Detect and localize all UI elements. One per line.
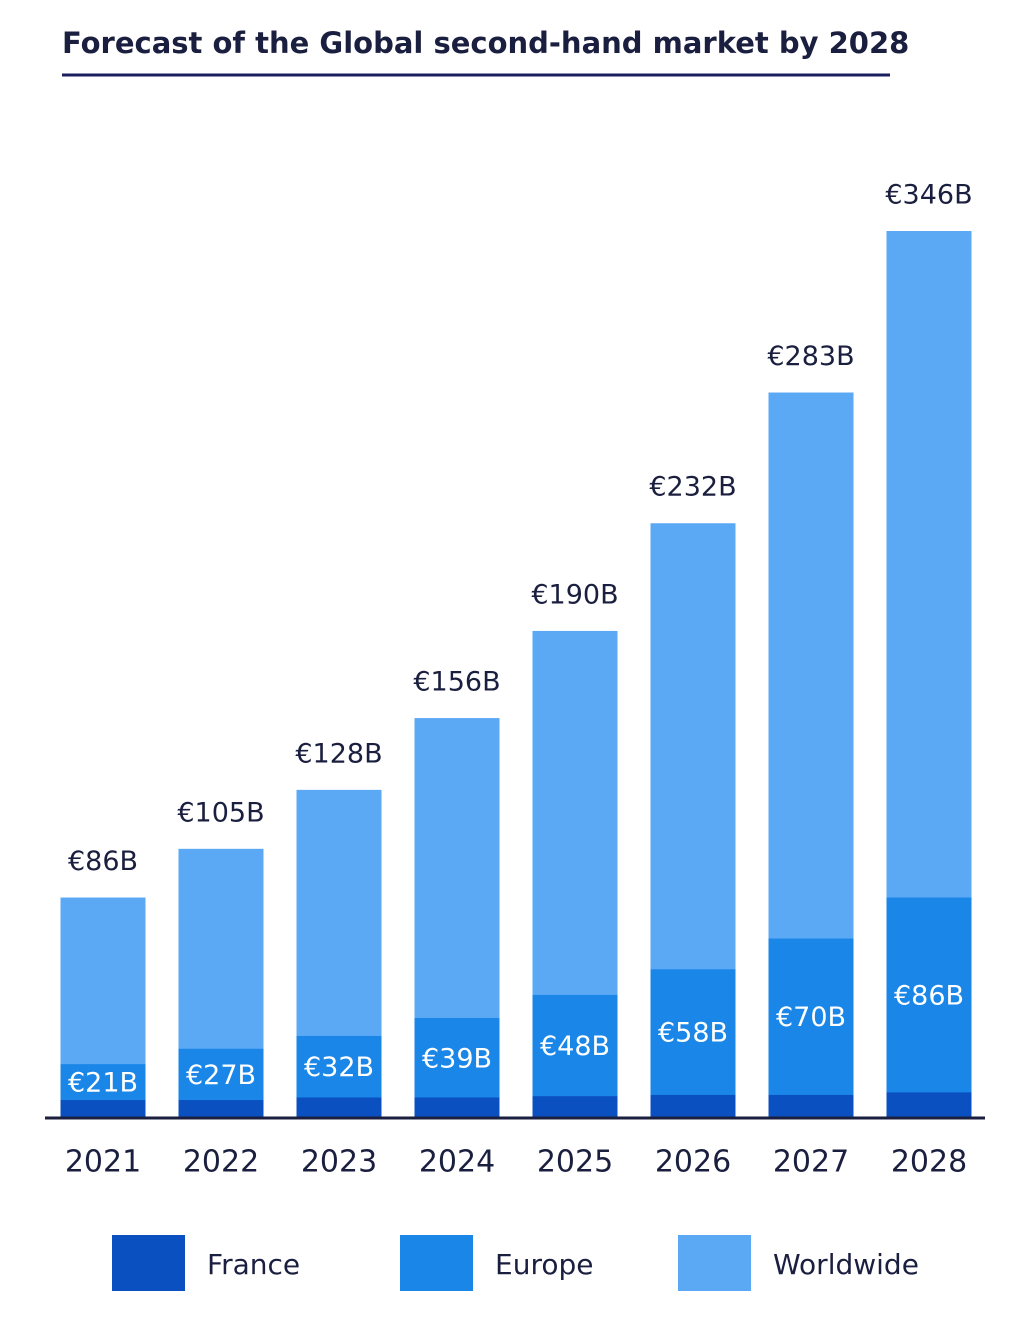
total-label: €105B <box>177 797 264 828</box>
x-tick-label: 2022 <box>183 1145 259 1180</box>
europe-label: €48B <box>540 1031 610 1062</box>
total-label: €156B <box>413 667 500 698</box>
bar <box>768 938 854 1118</box>
x-tick-label: 2024 <box>419 1145 495 1180</box>
x-tick-label: 2023 <box>301 1145 377 1180</box>
bar <box>178 1100 264 1118</box>
bar <box>650 969 736 1118</box>
bar <box>886 897 972 1118</box>
total-label: €283B <box>767 341 854 372</box>
legend-swatch <box>400 1235 473 1291</box>
europe-label: €27B <box>186 1060 256 1091</box>
x-tick-label: 2026 <box>655 1145 731 1180</box>
bar <box>532 1096 618 1118</box>
x-tick-label: 2025 <box>537 1145 613 1180</box>
legend-swatch <box>678 1235 751 1291</box>
legend-label: France <box>207 1248 300 1281</box>
bar <box>296 1097 382 1118</box>
total-label: €190B <box>531 579 618 610</box>
europe-label: €32B <box>304 1052 374 1083</box>
europe-label: €58B <box>658 1018 728 1049</box>
europe-label: €21B <box>68 1068 138 1099</box>
europe-label: €70B <box>776 1002 846 1033</box>
europe-label: €39B <box>422 1043 492 1074</box>
x-tick-label: 2021 <box>65 1145 141 1180</box>
bar <box>60 1100 146 1118</box>
europe-label: €86B <box>894 980 964 1011</box>
x-tick-label: 2027 <box>773 1145 849 1180</box>
total-label: €128B <box>295 738 382 769</box>
bar <box>768 1094 854 1118</box>
total-label: €86B <box>68 846 138 877</box>
bar <box>414 1097 500 1118</box>
chart-title: Forecast of the Global second-hand marke… <box>62 26 909 60</box>
total-label: €346B <box>885 180 972 211</box>
legend-label: Europe <box>495 1248 593 1281</box>
bar <box>650 1094 736 1118</box>
x-tick-label: 2028 <box>891 1145 967 1180</box>
legend-label: Worldwide <box>773 1248 919 1281</box>
legend-swatch <box>112 1235 185 1291</box>
total-label: €232B <box>649 472 736 503</box>
bar <box>886 1092 972 1118</box>
